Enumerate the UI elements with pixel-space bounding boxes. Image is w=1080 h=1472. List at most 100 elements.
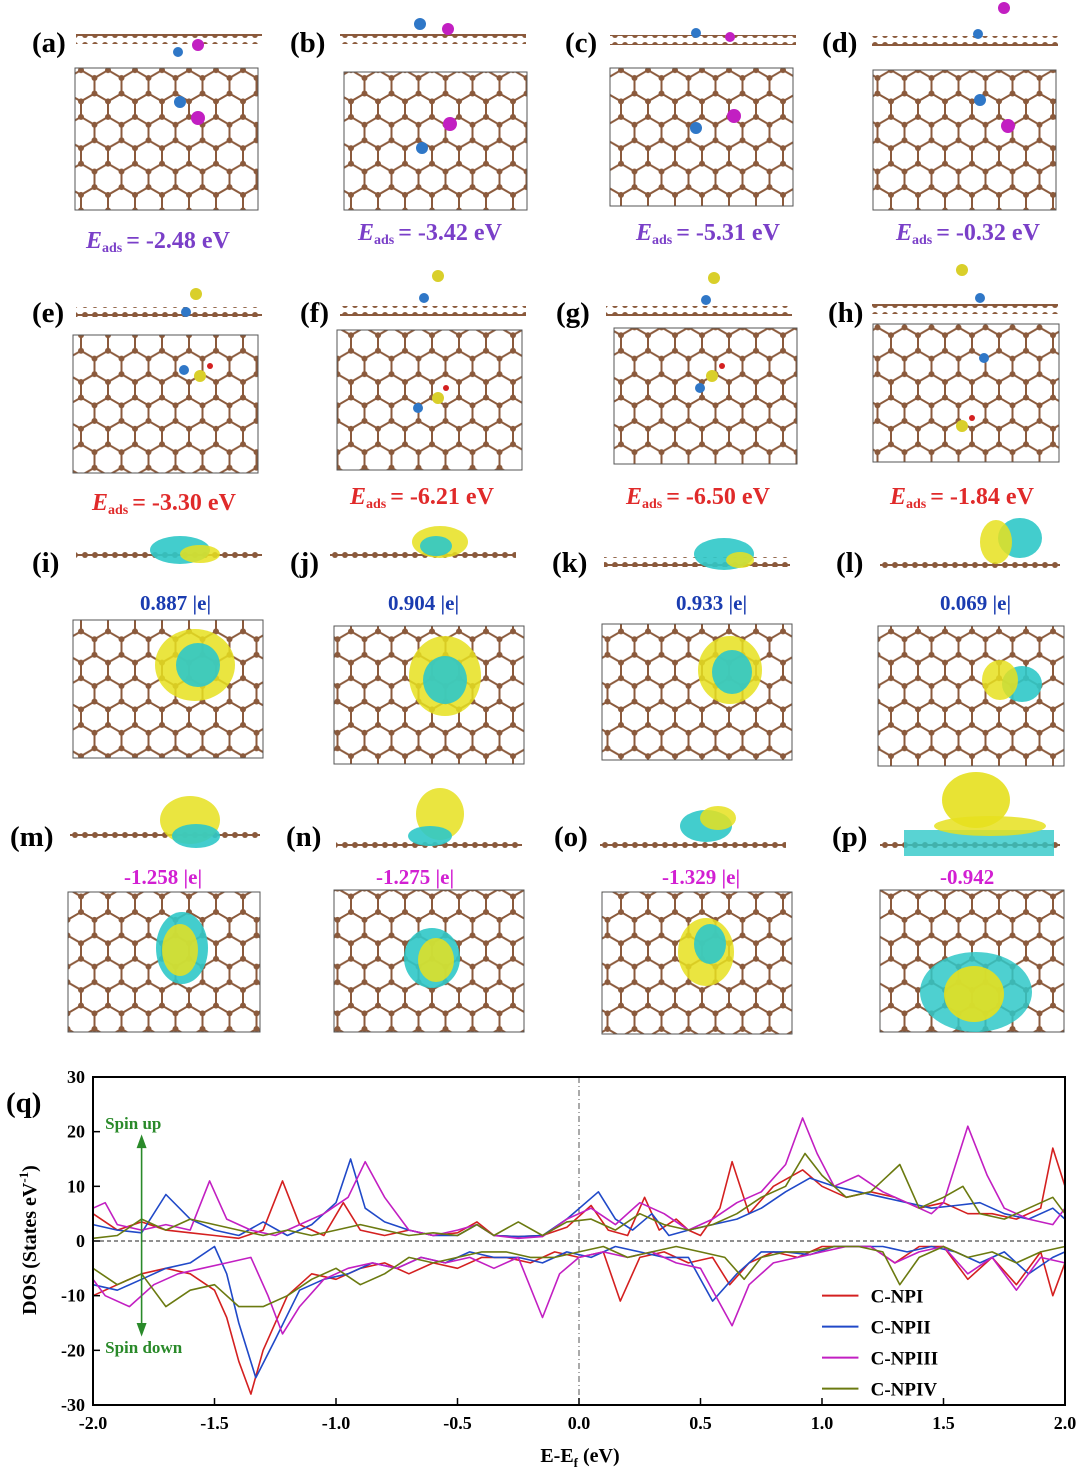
- charge-density-cyan: [423, 656, 467, 704]
- panel-label-o: (o): [554, 821, 588, 853]
- graphene-top-view: [872, 69, 1057, 211]
- y-axis-title: DOS (States eV-1): [16, 1165, 41, 1315]
- nitrogen-atom-icon: [975, 293, 985, 303]
- side-view-sheet: [340, 34, 526, 44]
- adsorption-energy-b: Eads = -3.42 eV: [357, 220, 503, 248]
- panel-e: (e) Eads = -3.30 eV: [32, 288, 262, 518]
- spin-down-arrowhead-icon: [136, 1323, 147, 1337]
- y-tick-label: -20: [61, 1340, 85, 1360]
- y-tick-label: 0: [76, 1231, 85, 1251]
- panel-label-n: (n): [286, 821, 321, 853]
- oxygen-atom-icon: [443, 385, 449, 391]
- nitrogen-atom-icon: [695, 383, 705, 393]
- panel-p: (p) -0.942: [832, 772, 1065, 1033]
- dos-chart: -2.0 -1.5 -1.0 -0.5 0.0 0.5 1.0 1.5 2.0 -30 -20 -10…: [61, 1067, 1076, 1433]
- legend-entry: C-NPIV: [871, 1380, 938, 1401]
- iodine-atom-icon: [1001, 119, 1015, 133]
- iodine-atom-icon: [727, 109, 741, 123]
- side-view-sheet: [872, 36, 1058, 46]
- charge-density-yellow: [418, 938, 454, 982]
- charge-transfer-m: -1.258 |e|: [124, 865, 202, 889]
- charge-density-yellow: [700, 806, 736, 830]
- iodine-atom-icon: [443, 117, 457, 131]
- sulfur-atom-icon: [190, 288, 202, 300]
- nitrogen-atom-icon: [179, 365, 189, 375]
- panel-label-d: (d): [822, 27, 857, 59]
- series-line-c-npiv-down: [92, 1245, 1066, 1308]
- oxygen-atom-icon: [969, 415, 975, 421]
- x-tick-label: 1.5: [932, 1413, 955, 1433]
- iodine-atom-icon: [192, 39, 204, 51]
- charge-density-cyan: [420, 536, 452, 556]
- panel-label-q: (q): [6, 1087, 41, 1119]
- sulfur-atom-icon: [956, 264, 968, 276]
- oxygen-atom-icon: [719, 363, 725, 369]
- sulfur-atom-icon: [706, 370, 718, 382]
- y-tick-label: 10: [67, 1176, 85, 1196]
- graphene-top-view: [601, 623, 793, 761]
- nitrogen-atom-icon: [174, 96, 186, 108]
- charge-density-cyan: [408, 826, 452, 846]
- panel-label-g: (g): [556, 297, 590, 329]
- x-tick-label: 0.0: [568, 1413, 591, 1433]
- x-tick-label: 0.5: [689, 1413, 712, 1433]
- panel-k: (k) 0.933 |e|: [552, 538, 793, 761]
- spin-down-label: Spin down: [105, 1338, 183, 1357]
- oxygen-atom-icon: [207, 363, 213, 369]
- nitrogen-atom-icon: [181, 307, 191, 317]
- iodine-atom-icon: [442, 23, 454, 35]
- panel-label-l: (l): [836, 547, 863, 579]
- sulfur-atom-icon: [956, 420, 968, 432]
- panel-q: (q) -2.0 -1.5 -1.0 -0.5 0.0 0.5 1.0 1.5 2.0-30-2…: [6, 1067, 1076, 1470]
- charge-density-yellow: [982, 660, 1018, 700]
- panel-label-c: (c): [565, 27, 597, 59]
- panel-label-e: (e): [32, 297, 64, 329]
- nitrogen-atom-icon: [690, 122, 702, 134]
- side-view-sheet: [340, 306, 526, 316]
- x-tick-label: -0.5: [443, 1413, 472, 1433]
- graphene-top-view: [336, 329, 523, 471]
- adsorption-energy-e: Eads = -3.30 eV: [91, 490, 237, 518]
- charge-density-yellow: [726, 552, 754, 568]
- panel-n: (n) -1.275 |e|: [286, 788, 525, 1033]
- charge-density-yellow: [934, 816, 1046, 836]
- series-line-c-npii-down: [92, 1245, 1066, 1379]
- adsorption-energy-a: Eads = -2.48 eV: [85, 228, 231, 256]
- nitrogen-atom-icon: [691, 28, 701, 38]
- graphene-top-view: [609, 67, 794, 207]
- nitrogen-atom-icon: [416, 142, 428, 154]
- nitrogen-atom-icon: [173, 47, 183, 57]
- panel-label-i: (i): [32, 547, 59, 579]
- x-tick-label: -1.5: [200, 1413, 229, 1433]
- side-view-sheet: [880, 562, 1060, 572]
- panel-l: (l) 0.069 |e|: [836, 518, 1065, 767]
- charge-density-yellow: [980, 520, 1012, 564]
- iodine-atom-icon: [191, 111, 205, 125]
- legend-entry: C-NPII: [871, 1318, 931, 1339]
- charge-density-yellow: [162, 924, 198, 976]
- spin-up-label: Spin up: [105, 1114, 161, 1133]
- charge-density-yellow: [180, 545, 220, 563]
- iodine-atom-icon: [725, 32, 735, 42]
- x-tick-label: 1.0: [811, 1413, 834, 1433]
- legend-entry: C-NPIII: [871, 1349, 939, 1370]
- nitrogen-atom-icon: [414, 18, 426, 30]
- x-axis-title: E-Ef (eV): [540, 1445, 619, 1470]
- side-view-sheet: [336, 842, 522, 852]
- side-view-sheet: [606, 306, 792, 316]
- sulfur-atom-icon: [432, 392, 444, 404]
- nitrogen-atom-icon: [979, 353, 989, 363]
- nitrogen-atom-icon: [701, 295, 711, 305]
- charge-transfer-p: -0.942: [940, 865, 994, 889]
- adsorption-energy-c: Eads = -5.31 eV: [635, 220, 781, 248]
- side-view-sheet: [610, 35, 796, 45]
- panel-label-h: (h): [828, 297, 863, 329]
- charge-density-yellow: [944, 966, 1004, 1022]
- graphene-top-view: [343, 71, 528, 211]
- y-tick-label: 20: [67, 1122, 85, 1142]
- series-line-c-npiii-down: [92, 1245, 1066, 1335]
- charge-transfer-j: 0.904 |e|: [388, 591, 459, 615]
- panel-g: (g) Eads = -6.50 eV: [556, 272, 798, 512]
- panel-m: (m) -1.258 |e|: [10, 796, 261, 1033]
